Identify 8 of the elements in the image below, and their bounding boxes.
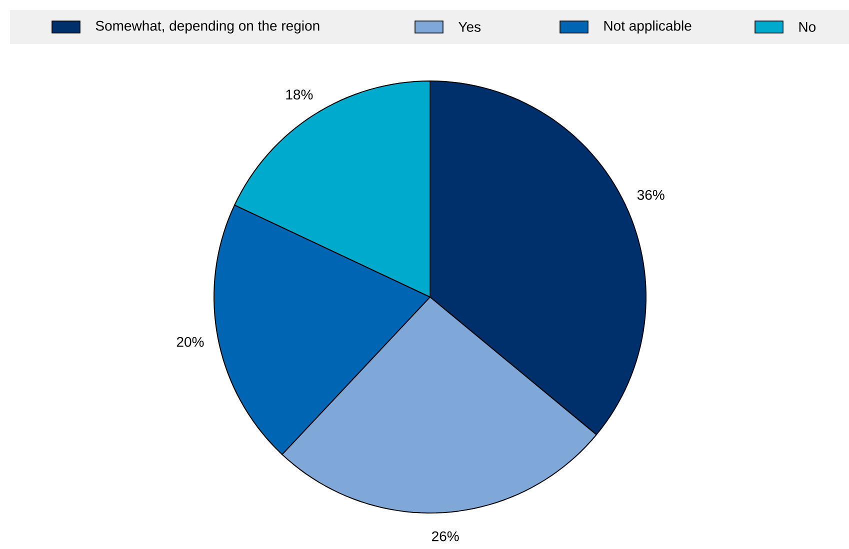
legend-label: No [799,22,816,32]
legend-label: Yes [458,22,481,32]
legend-label: Not applicable [604,20,692,34]
data-label: 36% [637,190,664,200]
data-label: 20% [176,336,204,347]
legend-label: Somewhat, depending on the region [96,20,320,34]
data-label: 18% [286,90,313,100]
data-label: 26% [432,531,459,542]
